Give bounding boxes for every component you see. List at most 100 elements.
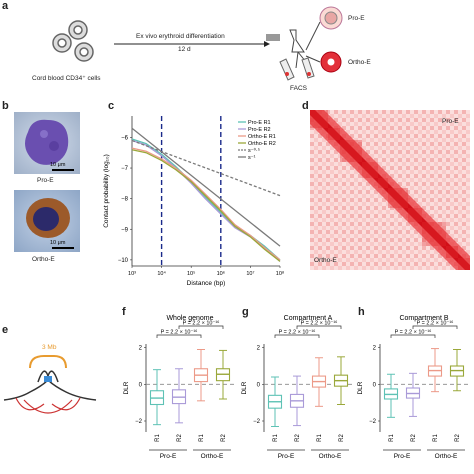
legend-label: Ortho-E R2: [248, 141, 276, 147]
significance-bracket: [296, 325, 342, 329]
panel-d-letter: d: [302, 100, 309, 112]
domain-size-label: 3 Mb: [42, 344, 57, 351]
p-value-label: P = 2.2 × 10⁻¹⁶: [279, 329, 316, 336]
dlr-boxplot-compartment-b: Compartment B −2 0 2 DLR R1 R2 R1 R2 Pro-E Ortho-E…: [357, 315, 468, 460]
interaction-arrow-right: [51, 397, 81, 411]
duration-label: 12 d: [178, 46, 191, 53]
tad-block: [362, 162, 378, 178]
replicate-label: R2: [221, 434, 227, 442]
replicate-label: R2: [411, 434, 417, 442]
legend-label: Pro-E R2: [248, 127, 271, 133]
replicate-label: R1: [433, 434, 439, 442]
pro-branch-line: [305, 21, 321, 51]
panel-e-letter: e: [2, 324, 9, 336]
hic-contact-map: [310, 110, 470, 270]
group-label: Pro-E: [278, 453, 295, 460]
y-tick-label: 2: [373, 346, 377, 352]
chromatin-fiber: [3, 378, 97, 401]
y-tick-label: −7: [121, 166, 129, 172]
y-tick-label: 2: [139, 346, 143, 352]
contact-probability-chart: −10 −9 −8 −7 −6 10³ 10⁴ 10⁵ 10⁶ 10⁷ 10⁸ Distance (b…: [103, 116, 284, 287]
y-tick-label: 0: [139, 382, 143, 388]
source-cells-label: Cord blood CD34⁺ cells: [32, 75, 101, 82]
replicate-label: R2: [295, 434, 301, 442]
ortho-e-label: Ortho-E: [348, 59, 371, 66]
pro-e-label: Pro-E: [348, 15, 365, 22]
ortho-branch-line: [305, 55, 321, 63]
pro-e-micrograph: [14, 112, 80, 174]
y-tick-label: −2: [135, 419, 143, 425]
arrowhead-icon: [264, 41, 270, 47]
significance-bracket: [178, 325, 224, 329]
group-label: Ortho-E: [319, 453, 342, 460]
p-value-label: P = 2.2 × 10⁻¹⁶: [301, 320, 338, 327]
series-line: [131, 139, 281, 197]
group-label: Pro-E: [160, 453, 177, 460]
y-tick-label: −2: [253, 419, 261, 425]
differentiation-label: Ex vivo erythroid differentiation: [136, 33, 225, 40]
cd34-cells-icon: [52, 20, 94, 62]
pro-scale-bar-label: 10 μm: [50, 162, 66, 168]
pro-e-cell-icon: [319, 6, 343, 30]
tad-block: [446, 246, 458, 258]
boxplot-title: Compartment B: [399, 315, 448, 322]
tad-block: [458, 258, 470, 270]
panel-h-letter: h: [358, 306, 365, 318]
tad-block: [328, 128, 340, 140]
x-tick-label: 10⁶: [217, 270, 225, 277]
facs-sorter-icon: [266, 34, 280, 41]
legend-label: Pro-E R1: [248, 120, 271, 126]
y-axis-label: Contact probability (log₁₀): [103, 154, 110, 228]
tad-block: [408, 208, 422, 222]
significance-bracket: [156, 334, 202, 338]
replicate-label: R1: [199, 434, 205, 442]
replicate-label: R1: [155, 434, 161, 442]
ortho-e-micrograph: [14, 190, 80, 252]
group-label: Ortho-E: [435, 453, 458, 460]
dlr-boxplot-compartment-a: Compartment A −2 0 2 DLR R1 R2 R1 R2 Pro-E Ortho-E…: [241, 315, 352, 460]
y-tick-label: 0: [373, 382, 377, 388]
dlr-boxplot-whole-genome: Whole genome −2 0 2 DLR R1 R2 R1 R2 Pro-E Ortho-E P…: [123, 315, 234, 460]
hic-diagonal-core: [310, 110, 470, 270]
interaction-arrow-long: [23, 399, 73, 414]
ortho-e-caption: Ortho-E: [32, 256, 55, 263]
ortho-scale-bar-label: 10 μm: [50, 240, 66, 246]
panel-b-micrographs: [14, 112, 80, 252]
x-tick-label: 10⁸: [276, 270, 284, 277]
y-tick-label: 2: [257, 346, 261, 352]
legend-label: s⁻⁰·⁵: [248, 147, 260, 154]
significance-bracket: [412, 325, 458, 329]
facs-label: FACS: [290, 85, 307, 92]
tad-block: [378, 178, 388, 188]
replicate-label: R1: [273, 434, 279, 442]
tad-block: [340, 140, 362, 162]
p-value-label: P = 2.2 × 10⁻¹⁶: [395, 329, 432, 336]
panel-f-letter: f: [122, 306, 126, 318]
legend-label: Ortho-E R1: [248, 134, 276, 140]
tad-block: [388, 188, 408, 208]
replicate-label: R2: [339, 434, 345, 442]
y-axis-label: DLR: [357, 381, 364, 394]
tubes-icon: [279, 57, 315, 81]
group-label: Ortho-E: [201, 453, 224, 460]
group-label: Pro-E: [394, 453, 411, 460]
tad-block: [422, 222, 446, 246]
replicate-label: R2: [177, 434, 183, 442]
replicate-label: R1: [389, 434, 395, 442]
x-tick-label: 10⁴: [157, 270, 166, 277]
sorted-cell-ortho: [307, 72, 311, 76]
boxplot-title: Compartment A: [284, 315, 333, 322]
replicate-label: R1: [317, 434, 323, 442]
x-axis-label: Distance (bp): [187, 280, 226, 287]
significance-bracket: [390, 334, 436, 338]
p-value-label: P = 2.2 × 10⁻¹⁶: [417, 320, 454, 327]
interaction-arrow-left: [15, 397, 45, 411]
p-value-label: P = 2.2 × 10⁻¹⁶: [183, 320, 220, 327]
series-line: [131, 149, 281, 262]
panel-c-letter: c: [108, 100, 115, 112]
panel-a-schematic: [52, 6, 343, 81]
panel-b-letter: b: [2, 100, 9, 112]
loop-extrusion-schematic: [3, 355, 97, 414]
legend-label: s⁻¹: [248, 155, 256, 161]
series-line: [131, 127, 281, 247]
